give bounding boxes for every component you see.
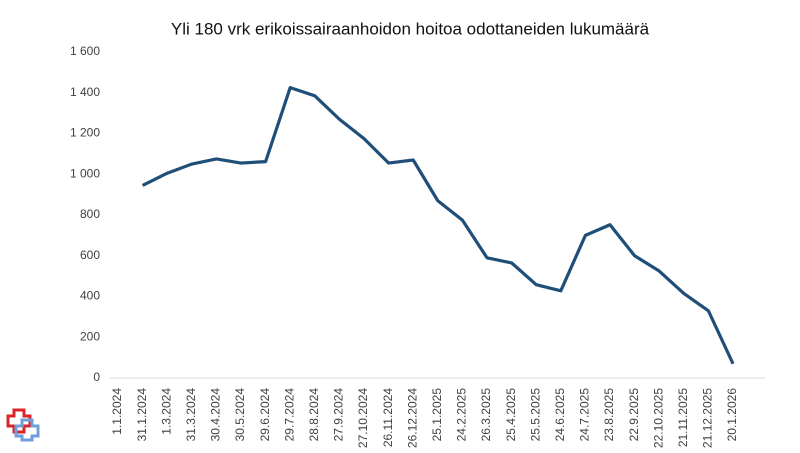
y-tick-label: 0 xyxy=(93,370,100,384)
x-tick-label: 29.6.2024 xyxy=(258,388,272,442)
x-tick-label: 24.2.2025 xyxy=(455,388,469,442)
chart-title: Yli 180 vrk erikoissairaanhoidon hoitoa … xyxy=(171,19,650,38)
y-tick-label: 1 400 xyxy=(70,85,100,99)
x-tick-label: 26.11.2024 xyxy=(381,388,395,447)
x-tick-label: 21.12.2025 xyxy=(701,388,715,448)
x-tick-label: 1.3.2024 xyxy=(159,388,173,435)
x-tick-label: 26.12.2024 xyxy=(405,388,419,448)
data-line xyxy=(141,86,735,365)
x-tick-label: 26.3.2025 xyxy=(479,388,493,442)
x-tick-label: 25.1.2025 xyxy=(430,388,444,442)
x-tick-label: 23.8.2025 xyxy=(602,388,616,442)
x-tick-label: 27.10.2024 xyxy=(356,388,370,448)
y-tick-label: 200 xyxy=(80,329,100,343)
x-tick-label: 21.11.2025 xyxy=(676,388,690,447)
logo xyxy=(6,408,40,442)
y-tick-label: 800 xyxy=(80,207,100,221)
x-tick-label: 31.3.2024 xyxy=(184,388,198,442)
x-tick-label: 28.8.2024 xyxy=(307,388,321,442)
logo-blue xyxy=(14,418,40,442)
x-tick-label: 30.5.2024 xyxy=(233,388,247,442)
x-tick-label: 25.4.2025 xyxy=(504,388,518,442)
x-tick-label: 20.1.2026 xyxy=(725,388,739,442)
y-tick-label: 600 xyxy=(80,248,100,262)
x-tick-label: 24.6.2025 xyxy=(553,388,567,442)
x-tick-label: 22.10.2025 xyxy=(651,388,665,448)
y-tick-label: 1 200 xyxy=(70,126,100,140)
x-tick-label: 27.9.2024 xyxy=(332,388,346,442)
x-tick-label: 31.1.2024 xyxy=(135,388,149,442)
x-tick-label: 29.7.2024 xyxy=(282,388,296,442)
y-tick-label: 400 xyxy=(80,289,100,303)
x-tick-label: 24.7.2025 xyxy=(578,388,592,442)
x-tick-label: 22.9.2025 xyxy=(627,388,641,442)
x-tick-label: 30.4.2024 xyxy=(209,388,223,442)
y-tick-label: 1 000 xyxy=(70,166,100,180)
logo-red xyxy=(6,408,32,434)
x-tick-label: 25.5.2025 xyxy=(528,388,542,442)
y-tick-label: 1 600 xyxy=(70,44,100,58)
x-tick-label: 1.1.2024 xyxy=(110,388,124,435)
